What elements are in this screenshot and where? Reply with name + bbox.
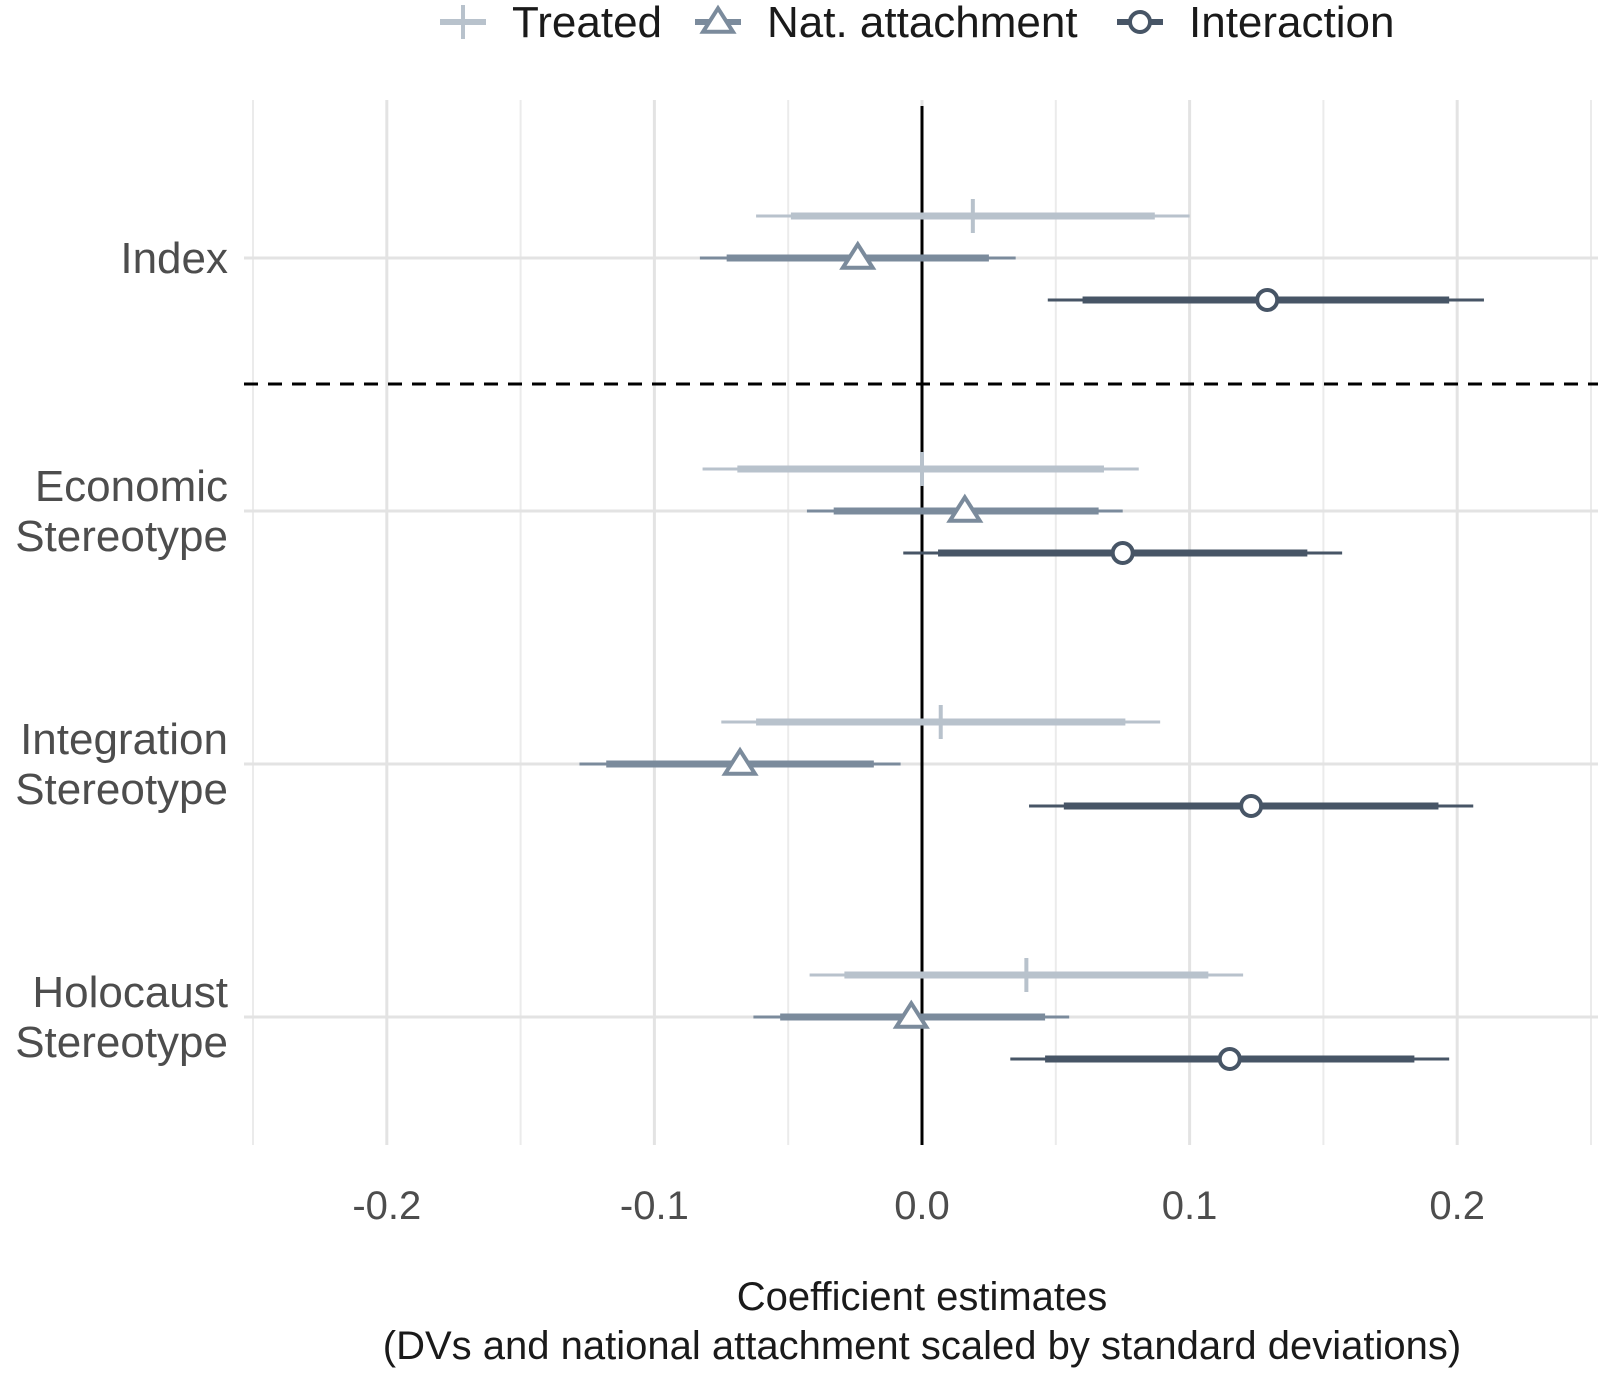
coef-treated-3 bbox=[809, 958, 1244, 992]
coef-treated-2 bbox=[721, 705, 1161, 739]
point-estimate bbox=[892, 999, 930, 1029]
legend-label: Treated bbox=[512, 0, 662, 47]
coef-nat-attachment-2 bbox=[579, 746, 901, 776]
x-tick-label: 0.1 bbox=[1162, 1184, 1218, 1228]
coef-nat-attachment-3 bbox=[753, 999, 1070, 1029]
point-estimate bbox=[839, 240, 877, 270]
coef-interaction-0 bbox=[1047, 288, 1484, 312]
category-label: Integration bbox=[20, 715, 228, 764]
x-axis-title-line: Coefficient estimates bbox=[737, 1275, 1108, 1319]
point-estimate bbox=[1009, 958, 1044, 992]
legend-key-marker bbox=[699, 4, 737, 34]
category-label: Stereotype bbox=[15, 512, 228, 561]
coef-interaction-1 bbox=[903, 541, 1343, 565]
category-label: Stereotype bbox=[15, 1018, 228, 1067]
legend-label: Interaction bbox=[1189, 0, 1394, 47]
point-estimate bbox=[955, 199, 990, 233]
x-tick-label: 0.2 bbox=[1429, 1184, 1485, 1228]
category-labels: IndexEconomicStereotypeIntegrationStereo… bbox=[15, 234, 228, 1067]
category-label: Holocaust bbox=[32, 968, 228, 1017]
category-label: Stereotype bbox=[15, 765, 228, 814]
category-label: Index bbox=[120, 234, 228, 283]
category-label: Economic bbox=[35, 462, 228, 511]
x-tick-label: -0.2 bbox=[352, 1184, 421, 1228]
legend-key-marker bbox=[446, 5, 480, 39]
legend-label: Nat. attachment bbox=[767, 0, 1078, 47]
grid bbox=[244, 100, 1598, 1145]
point-estimate bbox=[946, 493, 984, 523]
coef-nat-attachment-1 bbox=[806, 493, 1123, 523]
coef-interaction-2 bbox=[1029, 794, 1474, 818]
coef-interaction-3 bbox=[1010, 1047, 1450, 1071]
x-axis-label: Coefficient estimates (DVs and national a… bbox=[383, 1275, 1461, 1368]
coef-nat-attachment-0 bbox=[699, 240, 1016, 270]
x-axis-title-line: (DVs and national attachment scaled by s… bbox=[383, 1324, 1461, 1368]
legend-key-marker bbox=[1128, 10, 1152, 34]
point-estimate bbox=[1110, 541, 1135, 565]
legend-item: Nat. attachment bbox=[695, 0, 1078, 47]
x-tick-label: 0.0 bbox=[894, 1184, 950, 1228]
legend-item: Treated bbox=[440, 0, 662, 47]
x-tick-label: -0.1 bbox=[620, 1184, 689, 1228]
coef-treated-1 bbox=[702, 452, 1139, 486]
point-estimate bbox=[1255, 288, 1280, 312]
x-tick-labels: -0.2 -0.1 0.0 0.1 0.2 bbox=[352, 1184, 1485, 1228]
legend: Treated Nat. attachment Interaction bbox=[440, 0, 1394, 47]
legend-item: Interaction bbox=[1117, 0, 1394, 47]
point-estimate bbox=[721, 746, 759, 776]
point-estimate bbox=[923, 705, 958, 739]
point-estimate bbox=[905, 452, 939, 486]
coef-treated-0 bbox=[756, 199, 1190, 233]
plot-marks bbox=[579, 199, 1484, 1071]
point-estimate bbox=[1239, 794, 1264, 818]
point-estimate bbox=[1217, 1047, 1242, 1071]
